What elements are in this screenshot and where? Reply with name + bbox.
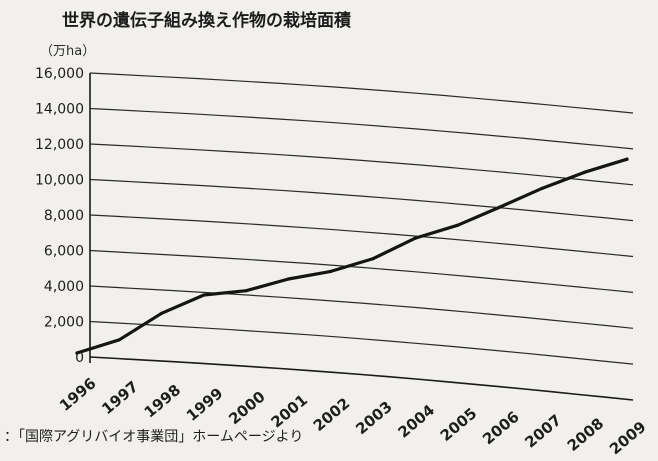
gridline-3 [89, 249, 634, 293]
x-tick-label: 2006 [479, 408, 523, 449]
data-point [456, 223, 460, 227]
data-point [160, 311, 164, 315]
x-tick-label: 2008 [564, 414, 608, 455]
gridlines [89, 72, 634, 365]
x-tick-label: 2000 [225, 388, 269, 429]
x-axis-line [89, 356, 634, 401]
data-point [286, 277, 291, 281]
y-tick-label: 14,000 [35, 102, 84, 118]
y-axis-unit: （万ha） [40, 44, 95, 59]
gridline-5 [89, 178, 634, 222]
x-tick-label: 1998 [141, 381, 185, 422]
x-tick-label: 2001 [268, 391, 312, 432]
series [75, 157, 629, 355]
axes [89, 73, 634, 401]
y-tick-label: 10,000 [35, 173, 84, 189]
data-point [625, 157, 629, 161]
y-tick-label: 4,000 [44, 279, 84, 295]
gridline-4 [89, 214, 634, 258]
data-point [75, 351, 79, 355]
data-point [202, 293, 206, 297]
data-point [413, 236, 418, 240]
gridline-6 [89, 143, 634, 186]
gridline-7 [89, 107, 634, 150]
data-point [117, 338, 121, 342]
chart-title: 世界の遺伝子組み換え作物の栽培面積 [62, 10, 352, 31]
source-note: ：「国際アグリバイオ事業団」ホームページより [4, 429, 303, 445]
y-tick-label: 6,000 [44, 244, 84, 260]
x-tick-labels: 1996199719981999200020012002200320042005… [56, 374, 650, 458]
gridline-8 [89, 72, 634, 114]
x-tick-label: 2007 [521, 411, 565, 452]
data-point [540, 186, 545, 190]
x-tick-label: 1996 [56, 374, 100, 415]
x-tick-label: 2005 [437, 404, 481, 445]
x-tick-label: 1997 [98, 377, 142, 418]
x-tick-label: 2003 [352, 398, 396, 439]
x-tick-label: 2004 [395, 401, 439, 442]
y-tick-label: 0 [75, 350, 84, 366]
y-tick-label: 8,000 [44, 208, 84, 224]
x-tick-label: 2002 [310, 394, 354, 435]
data-point [244, 289, 248, 293]
gridline-2 [89, 285, 634, 329]
gridline-1 [89, 320, 634, 365]
y-tick-label: 2,000 [44, 315, 84, 331]
series-line-0 [75, 157, 629, 355]
x-tick-label: 2009 [606, 418, 650, 459]
y-tick-label: 12,000 [35, 137, 84, 153]
data-point [371, 257, 375, 261]
x-tick-label: 1999 [183, 384, 227, 425]
y-tick-label: 16,000 [35, 66, 84, 82]
y-tick-labels: 0 2,000 4,000 6,000 8,000 10,000 12,000 14,000 1… [35, 66, 84, 366]
data-point [498, 205, 502, 209]
data-point [583, 170, 587, 174]
data-point [329, 269, 333, 273]
